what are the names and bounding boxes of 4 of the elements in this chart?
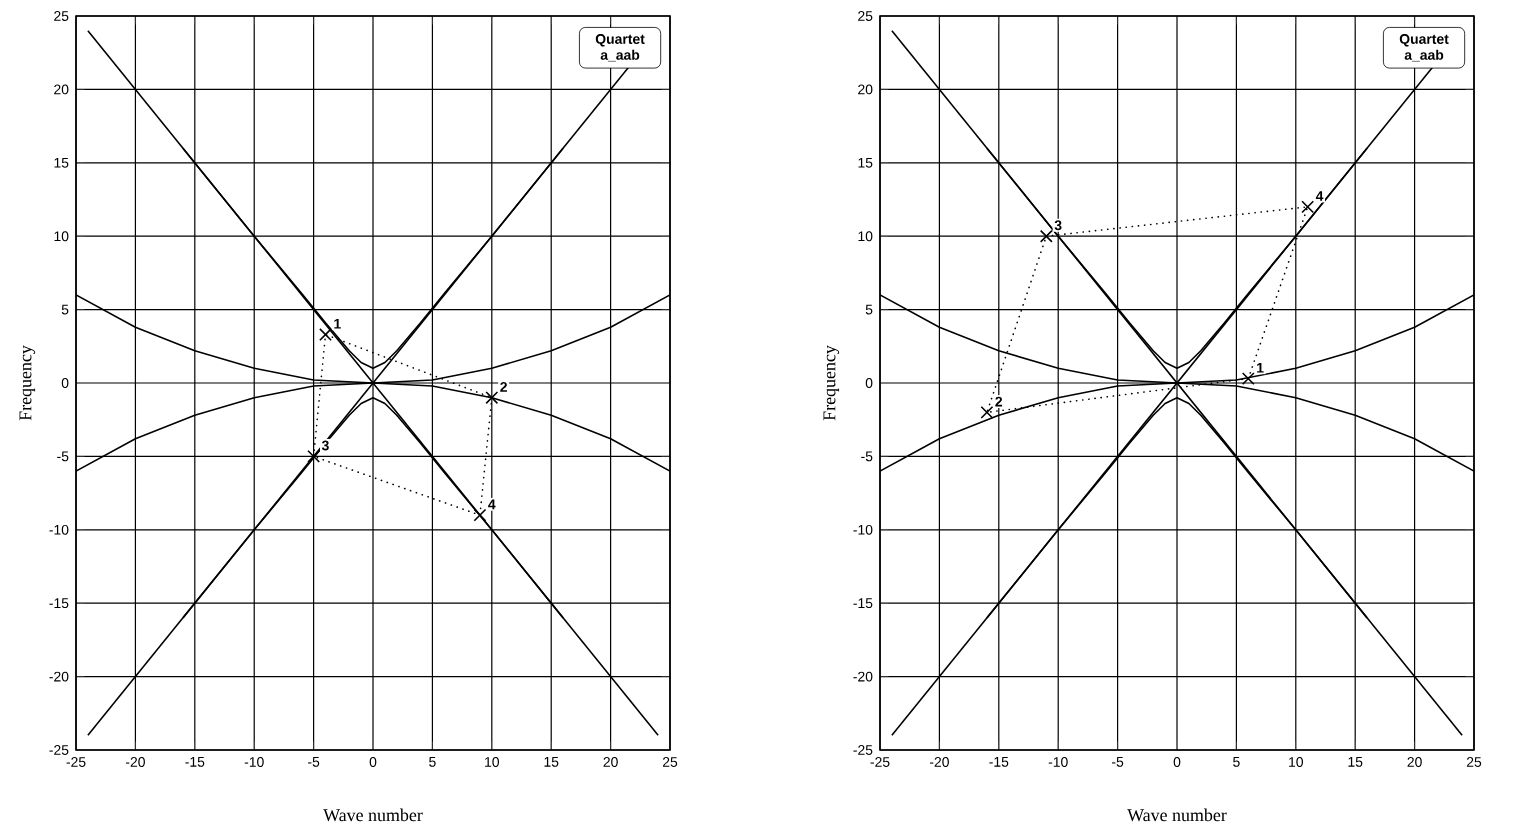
- y-axis-title: Frequency: [19, 345, 36, 421]
- y-axis-title: Frequency: [823, 345, 840, 421]
- x-axis-title: Wave number: [323, 808, 423, 822]
- x-axis-title: Wave number: [1127, 808, 1227, 822]
